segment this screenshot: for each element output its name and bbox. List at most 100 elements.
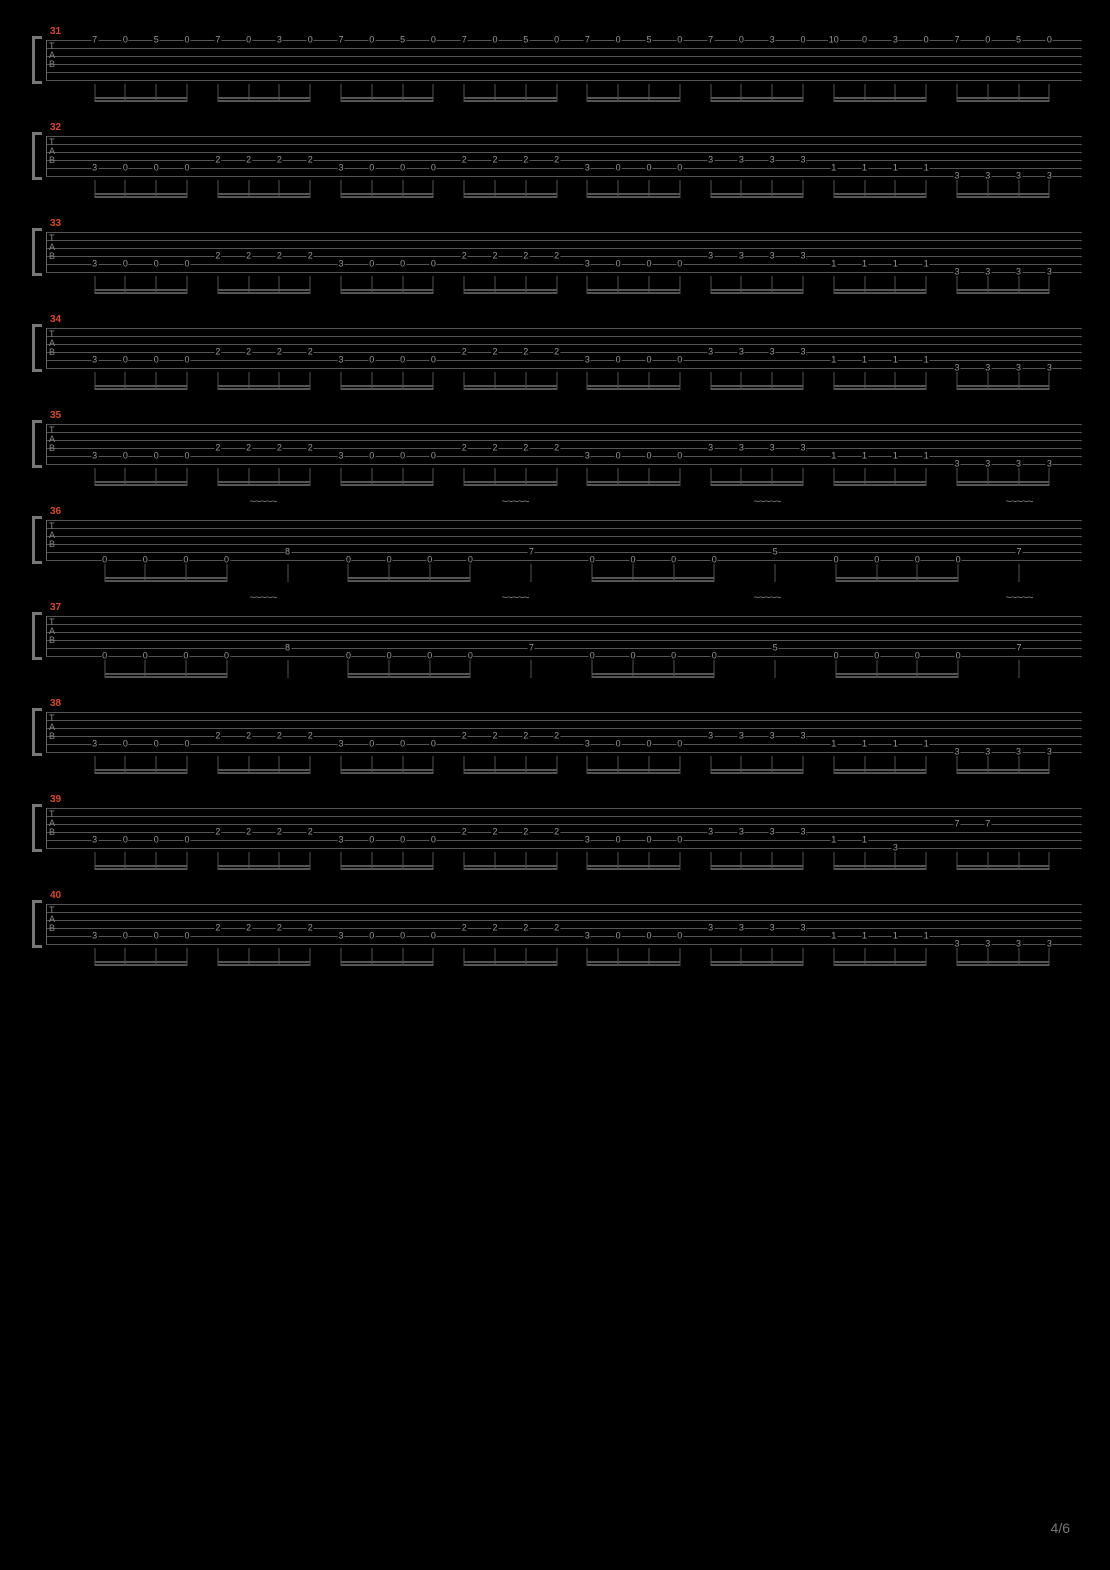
beam bbox=[105, 577, 227, 579]
fret-number: 2 bbox=[491, 156, 498, 165]
beam bbox=[957, 961, 1049, 963]
beam bbox=[218, 100, 310, 102]
fret-number: 3 bbox=[707, 348, 714, 357]
fret-number: 5 bbox=[153, 36, 160, 45]
beam bbox=[341, 769, 433, 771]
fret-number: 2 bbox=[276, 828, 283, 837]
stem bbox=[287, 660, 288, 678]
beam bbox=[957, 388, 1049, 390]
stem bbox=[531, 564, 532, 582]
fret-number: 3 bbox=[584, 164, 591, 173]
stem bbox=[287, 564, 288, 582]
beam bbox=[957, 289, 1049, 291]
system-bracket bbox=[32, 516, 42, 564]
measure-number: 31 bbox=[50, 26, 61, 37]
tab-clef: TAB bbox=[49, 234, 55, 261]
fret-number: 3 bbox=[799, 828, 806, 837]
tab-staff: TAB30002222300022223000333311113333 bbox=[32, 232, 1082, 272]
beam bbox=[218, 289, 310, 291]
beam bbox=[341, 868, 433, 870]
fret-number: 1 bbox=[861, 836, 868, 845]
fret-number: 0 bbox=[615, 164, 622, 173]
fret-number: 0 bbox=[430, 452, 437, 461]
fret-number: 0 bbox=[368, 836, 375, 845]
fret-number: 3 bbox=[707, 828, 714, 837]
fret-number: 0 bbox=[491, 36, 498, 45]
fret-number: 7 bbox=[338, 36, 345, 45]
fret-number: 2 bbox=[553, 828, 560, 837]
tab-staff: TAB30002222300022223000333311113333 bbox=[32, 328, 1082, 368]
beam bbox=[711, 388, 803, 390]
fret-number: 3 bbox=[769, 924, 776, 933]
beam bbox=[464, 772, 556, 774]
fret-number: 2 bbox=[461, 348, 468, 357]
fret-number: 2 bbox=[553, 444, 560, 453]
notes-layer: 30002222300022223000333311113333 bbox=[64, 904, 1080, 944]
tab-clef: TAB bbox=[49, 714, 55, 741]
beam bbox=[218, 868, 310, 870]
tab-clef: TAB bbox=[49, 330, 55, 357]
fret-number: 3 bbox=[91, 164, 98, 173]
notes-layer: 30002222300022223000333311113333 bbox=[64, 328, 1080, 368]
fret-number: 2 bbox=[307, 828, 314, 837]
fret-number: 2 bbox=[245, 252, 252, 261]
beam bbox=[587, 97, 679, 99]
measure: 36TAB00008000070000500007~~~~~~~~~~~~~~~… bbox=[28, 520, 1082, 560]
fret-number: 3 bbox=[91, 452, 98, 461]
beam bbox=[348, 673, 470, 675]
fret-number: 7 bbox=[953, 820, 960, 829]
beam bbox=[95, 865, 187, 867]
fret-number: 3 bbox=[91, 260, 98, 269]
beam bbox=[587, 193, 679, 195]
staff-line bbox=[46, 80, 1082, 81]
fret-number: 3 bbox=[338, 164, 345, 173]
beam bbox=[711, 865, 803, 867]
fret-number: 2 bbox=[307, 924, 314, 933]
beam bbox=[834, 961, 926, 963]
fret-number: 0 bbox=[430, 356, 437, 365]
fret-number: 7 bbox=[528, 644, 535, 653]
fret-number: 0 bbox=[122, 740, 129, 749]
beam bbox=[834, 385, 926, 387]
staff-line bbox=[46, 560, 1082, 561]
fret-number: 0 bbox=[368, 356, 375, 365]
fret-number: 5 bbox=[772, 644, 779, 653]
fret-number: 3 bbox=[338, 356, 345, 365]
rhythm-layer bbox=[64, 852, 1080, 878]
beam bbox=[836, 577, 958, 579]
fret-number: 3 bbox=[769, 444, 776, 453]
fret-number: 1 bbox=[861, 260, 868, 269]
beam bbox=[348, 580, 470, 582]
system-bracket bbox=[32, 324, 42, 372]
vibrato-icon: ~~~~~ bbox=[753, 592, 780, 604]
beam bbox=[834, 388, 926, 390]
barline bbox=[46, 40, 47, 80]
beam bbox=[836, 673, 958, 675]
fret-number: 5 bbox=[772, 548, 779, 557]
beam bbox=[341, 865, 433, 867]
fret-number: 7 bbox=[1016, 644, 1023, 653]
fret-number: 2 bbox=[214, 156, 221, 165]
fret-number: 0 bbox=[676, 164, 683, 173]
tab-staff: TAB30002222300022223000333311113333 bbox=[32, 136, 1082, 176]
staff-line bbox=[46, 368, 1082, 369]
beam bbox=[587, 961, 679, 963]
fret-number: 0 bbox=[430, 740, 437, 749]
fret-number: 1 bbox=[861, 932, 868, 941]
fret-number: 0 bbox=[430, 260, 437, 269]
fret-number: 1 bbox=[892, 932, 899, 941]
system-bracket bbox=[32, 420, 42, 468]
measure-number: 38 bbox=[50, 698, 61, 709]
fret-number: 3 bbox=[799, 156, 806, 165]
beam bbox=[218, 865, 310, 867]
fret-number: 7 bbox=[461, 36, 468, 45]
fret-number: 2 bbox=[245, 924, 252, 933]
beam bbox=[95, 388, 187, 390]
fret-number: 3 bbox=[338, 260, 345, 269]
fret-number: 7 bbox=[214, 36, 221, 45]
beam bbox=[341, 100, 433, 102]
fret-number: 0 bbox=[399, 932, 406, 941]
page-number: 4/6 bbox=[1051, 1520, 1070, 1536]
barline bbox=[46, 232, 47, 272]
tab-staff: TAB00008000070000500007~~~~~~~~~~~~~~~~~… bbox=[32, 616, 1082, 656]
